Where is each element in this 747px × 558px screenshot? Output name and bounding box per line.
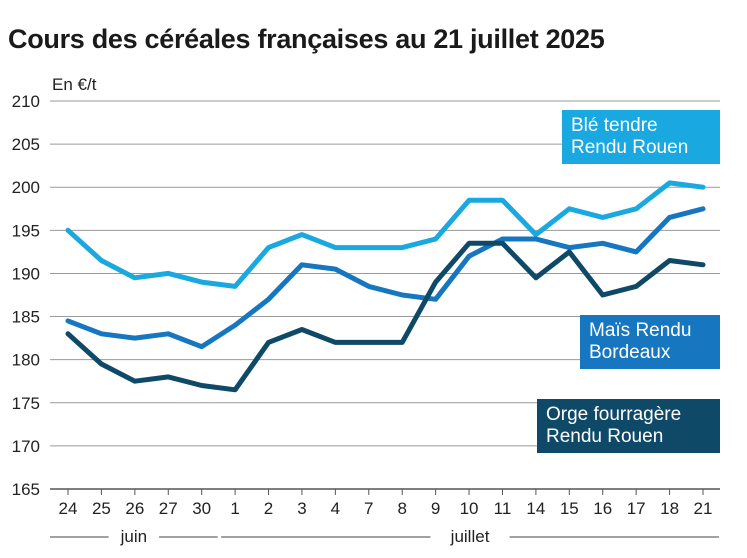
y-tick-label: 195	[12, 221, 40, 240]
chart-title: Cours des céréales françaises au 21 juil…	[8, 24, 605, 54]
y-axis-unit-label: En €/t	[52, 75, 97, 94]
x-tick-label: 2	[264, 499, 273, 518]
x-tick-label: 26	[125, 499, 144, 518]
x-tick-label: 17	[627, 499, 646, 518]
legend-ble-tendre: Blé tendre Rendu Rouen	[562, 110, 720, 164]
x-tick-label: 27	[159, 499, 178, 518]
month-axis: juin juillet	[50, 527, 719, 546]
x-tick-label: 24	[59, 499, 78, 518]
x-tick-label: 3	[297, 499, 306, 518]
gridlines	[50, 100, 720, 490]
x-tick-label: 8	[397, 499, 406, 518]
y-tick-label: 205	[12, 135, 40, 154]
y-tick-label: 175	[12, 394, 40, 413]
x-tick-label: 1	[230, 499, 239, 518]
month-label: juillet	[450, 527, 490, 546]
x-tick-label: 30	[192, 499, 211, 518]
y-tick-label: 170	[12, 437, 40, 456]
x-tick-label: 21	[694, 499, 713, 518]
x-tick-label: 9	[431, 499, 440, 518]
y-tick-label: 190	[12, 264, 40, 283]
series-line-2	[65, 240, 706, 393]
x-tick-label: 11	[494, 499, 512, 518]
legend-orge-line2: Rendu Rouen	[546, 426, 664, 447]
legend-mais-line2: Bordeaux	[589, 342, 671, 363]
x-tick-label: 15	[560, 499, 579, 518]
y-tick-label: 200	[12, 178, 40, 197]
y-tick-label: 180	[12, 351, 40, 370]
series-lines	[65, 180, 706, 393]
x-tick-label: 25	[92, 499, 111, 518]
month-label: juin	[120, 527, 147, 546]
x-tick-label: 16	[593, 499, 612, 518]
series-line-1	[65, 206, 706, 350]
legend-ble-tendre-line1: Blé tendre	[571, 115, 658, 136]
legend-mais: Maïs Rendu Bordeaux	[580, 315, 720, 369]
x-axis-ticks: 24 25 26 27 30 1 2 3 4 7 8 9 10 11 14 15 16 17 18 21	[59, 489, 713, 518]
legend-orge-line1: Orge fourragère	[546, 404, 682, 425]
legend-orge: Orge fourragère Rendu Rouen	[537, 399, 720, 453]
x-tick-label: 14	[526, 499, 545, 518]
legend-mais-line1: Maïs Rendu	[589, 320, 692, 341]
y-axis-ticks: 165 170 175 180 185 190 195 200 205 210	[12, 92, 40, 499]
y-tick-label: 165	[12, 480, 40, 499]
x-tick-label: 18	[660, 499, 679, 518]
legend-ble-tendre-line2: Rendu Rouen	[571, 137, 689, 158]
y-tick-label: 210	[12, 92, 40, 111]
x-tick-label: 4	[331, 499, 340, 518]
x-tick-label: 7	[364, 499, 373, 518]
y-tick-label: 185	[12, 308, 40, 327]
series-line-0	[65, 180, 706, 289]
x-tick-label: 10	[460, 499, 479, 518]
